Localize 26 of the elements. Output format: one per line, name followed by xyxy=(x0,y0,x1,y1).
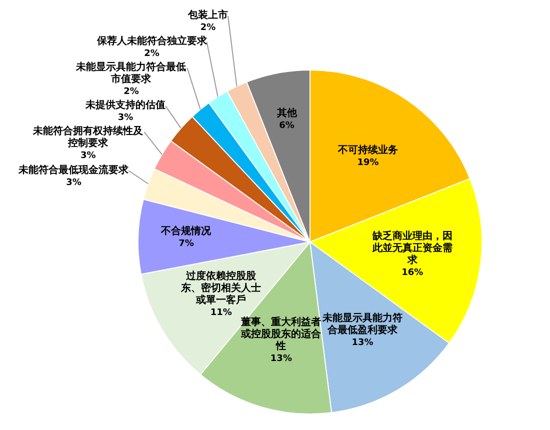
slice-label: 不可持续业务 xyxy=(336,144,399,157)
data-label: 2% xyxy=(122,86,140,98)
data-label: 2% xyxy=(199,22,217,34)
data-label: 16% xyxy=(400,266,424,279)
slice-label: 不合规情况 xyxy=(160,226,212,238)
slice-label: 包装上市 xyxy=(188,10,228,22)
data-label: 3% xyxy=(80,150,97,162)
data-label: 2% xyxy=(143,48,160,60)
slice-label: 董事、重大利益者或控股股东的适合性 xyxy=(241,317,322,352)
data-label: 19% xyxy=(356,156,380,169)
data-label: 3% xyxy=(65,176,82,189)
data-label: 13% xyxy=(269,353,293,366)
slice-label: 过度依赖控股股东、密切相关人士或單一客戶 xyxy=(180,270,262,307)
slice-label: 其他 xyxy=(276,108,298,120)
slice-label: 未能符合最低现金流要求 xyxy=(18,164,129,177)
data-label: 13% xyxy=(352,338,374,348)
slice-label: 未提供支持的估值 xyxy=(85,100,166,112)
data-label: 7% xyxy=(178,238,195,250)
slice-label: 缺乏商业理由，因此並无真正资金需求 xyxy=(371,230,454,267)
slice-label: 未能显示具能力符合最低市值要求 xyxy=(75,62,188,86)
data-label: 3% xyxy=(116,112,134,124)
slice-label: 未能显示具能力符合最低盈利要求 xyxy=(322,312,403,336)
data-label: 11% xyxy=(209,306,233,319)
data-label: 6% xyxy=(278,120,296,132)
slice-label: 未能符合拥有权持续性及控制要求 xyxy=(32,126,144,150)
slice-label: 保荐人未能符合独立要求 xyxy=(96,36,207,48)
